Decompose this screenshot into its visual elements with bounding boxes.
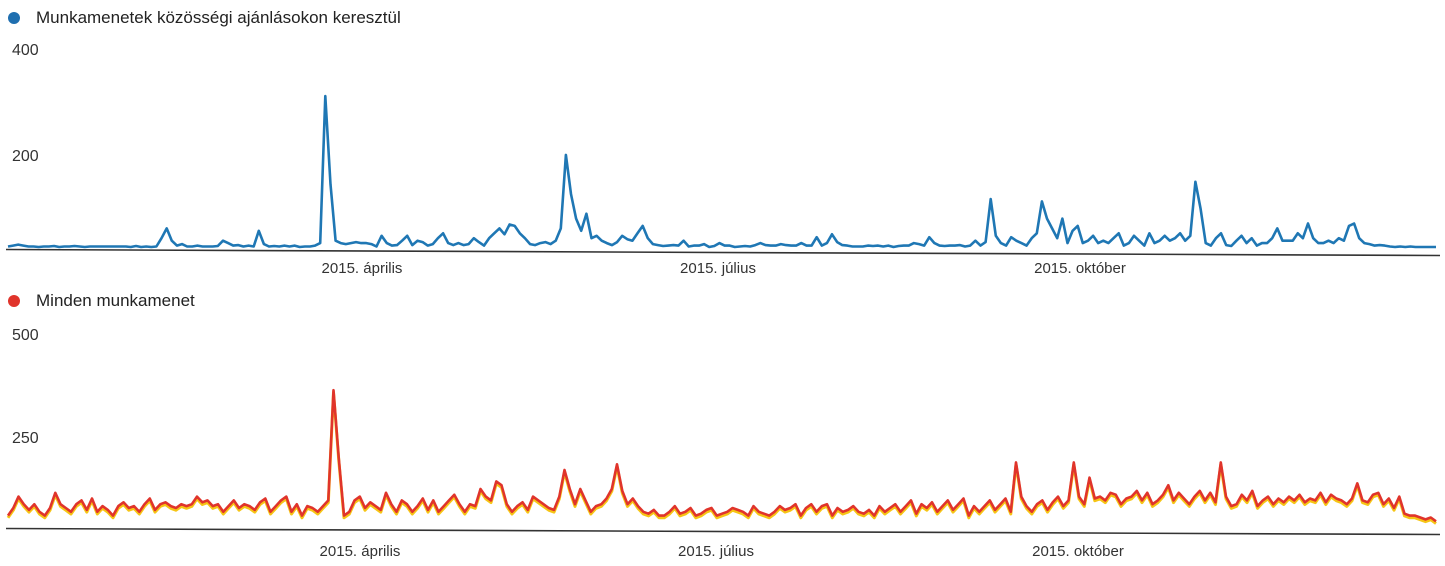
y-tick-label: 250 [12,430,39,447]
x-tick-label: 2015. július [678,543,754,560]
x-tick-label: 2015. április [321,260,403,277]
x-tick-label: 2015. október [1032,543,1124,560]
y-tick-label: 400 [12,42,39,59]
legend-marker [8,295,20,307]
legend: Munkamenetek közösségi ajánlásokon keres… [8,8,401,28]
y-tick-label: 500 [12,327,39,344]
y-tick-label: 200 [12,148,39,165]
line-chart-top [5,94,1441,257]
x-axis-line [5,248,1441,257]
legend: Minden munkamenet [8,291,195,311]
x-tick-label: 2015. július [680,260,756,277]
line-chart-bottom [5,388,1441,536]
x-axis-line [5,527,1441,536]
series-line-shadow [6,390,1437,525]
x-tick-label: 2015. április [319,543,401,560]
legend-label: Munkamenetek közösségi ajánlásokon keres… [36,8,401,27]
series-line [7,94,1436,249]
series-line [6,388,1437,523]
x-tick-label: 2015. október [1034,260,1126,277]
chart-panel-top: Munkamenetek közösségi ajánlásokon keres… [5,8,1441,277]
legend-marker [8,12,20,24]
legend-label: Minden munkamenet [36,291,195,310]
chart-panel-bottom: Minden munkamenet 500 250 2015. április … [0,283,1445,566]
